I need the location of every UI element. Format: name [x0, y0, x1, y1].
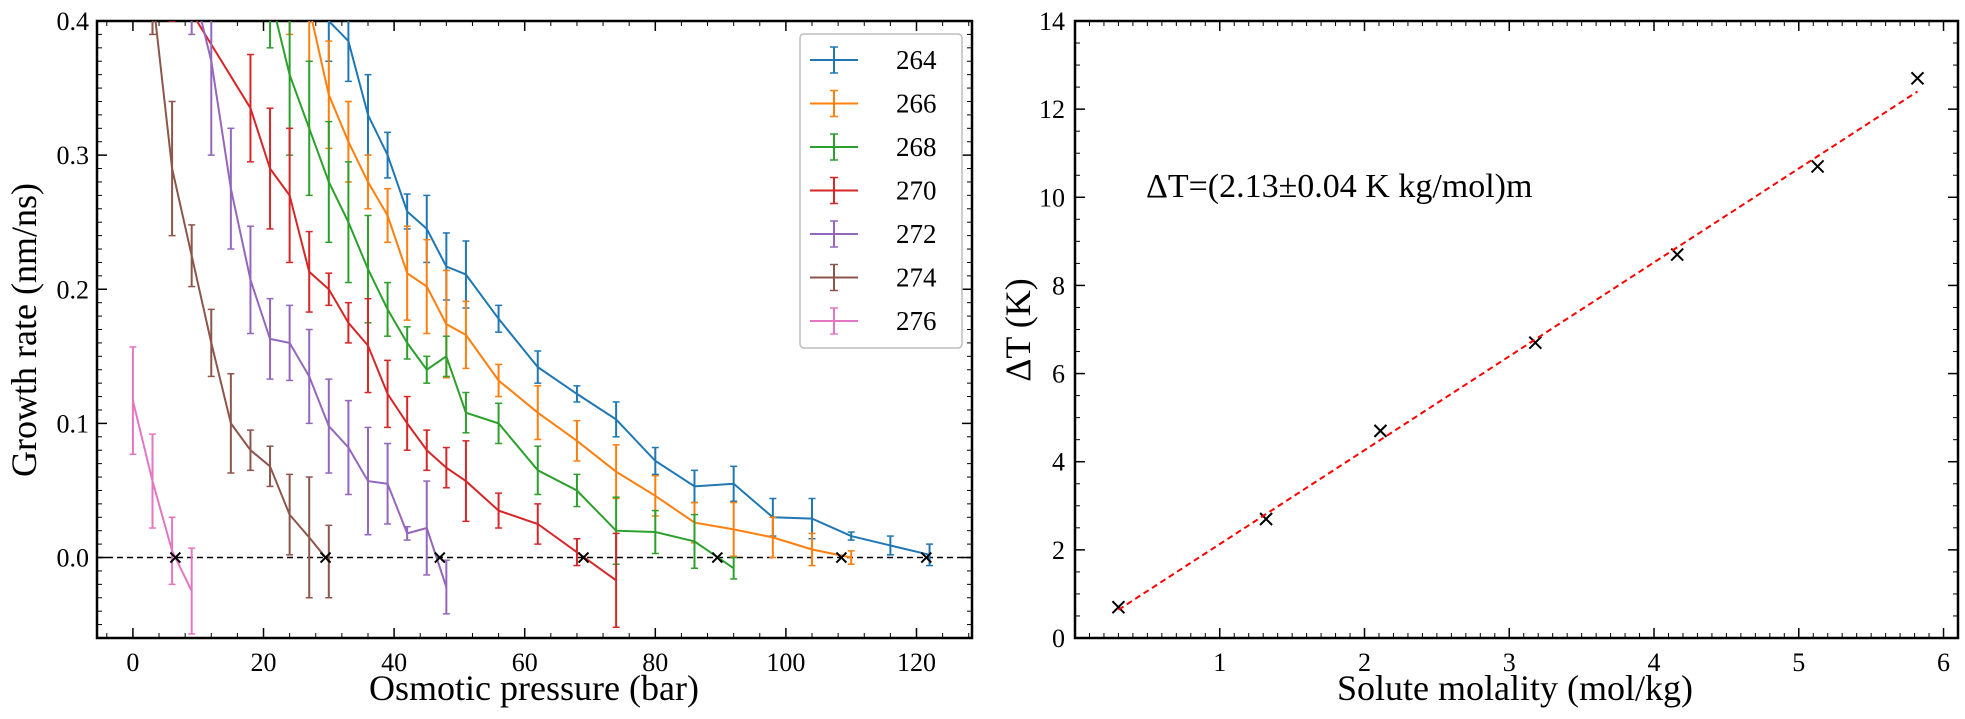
y-tick-label: 6 — [1052, 360, 1065, 389]
marker-stroke — [169, 551, 182, 564]
legend-entry-274: 274 — [810, 263, 937, 293]
series-line-274 — [154, 21, 330, 563]
zero-crossing-marker — [434, 551, 446, 564]
right-x-axis-title: Solute molality (mol/kg) — [1337, 668, 1693, 708]
marker-stroke — [835, 551, 848, 564]
legend-label: 266 — [896, 89, 937, 119]
zero-crossing-marker — [169, 551, 182, 564]
legend-label: 264 — [896, 45, 937, 75]
x-tick-label: 20 — [251, 648, 277, 677]
marker-stroke — [1528, 336, 1543, 350]
y-tick-label: 0.3 — [57, 141, 90, 170]
series-line-268 — [275, 21, 735, 570]
marker-stroke — [1670, 247, 1684, 262]
right-y-tick-labels: 0 2 4 6 8 10 12 14 — [1039, 7, 1065, 653]
legend-label: 272 — [896, 219, 937, 249]
zero-crossing-marker — [577, 551, 590, 564]
right-x-tick-labels: 1 2 3 4 5 6 — [1213, 648, 1950, 677]
right-series-group — [1111, 71, 1925, 614]
legend-label: 270 — [896, 176, 937, 206]
zero-crossing-markers — [169, 551, 932, 564]
legend-box — [799, 33, 963, 349]
marker-stroke — [1259, 512, 1273, 526]
right-y-axis-title: ΔT (K) — [998, 278, 1038, 381]
series-line-272 — [200, 21, 448, 588]
marker-stroke — [711, 551, 724, 564]
marker-stroke — [1111, 600, 1126, 614]
fit-line — [1117, 90, 1919, 611]
zero-crossing-marker — [711, 551, 724, 564]
y-tick-label: 4 — [1052, 448, 1065, 477]
y-tick-label: 12 — [1039, 95, 1065, 124]
x-tick-label: 40 — [381, 648, 407, 677]
x-tick-label: 60 — [512, 648, 538, 677]
data-point — [1259, 512, 1273, 526]
series-line-264 — [328, 21, 930, 556]
y-tick-label: 0 — [1052, 624, 1065, 653]
series-line-266 — [311, 21, 852, 559]
legend-entry-266: 266 — [810, 89, 937, 119]
x-tick-label: 120 — [897, 648, 936, 677]
data-point — [1111, 600, 1126, 614]
marker-stroke — [920, 551, 932, 564]
data-point — [1910, 71, 1925, 85]
legend-entry-276: 276 — [810, 306, 937, 336]
x-tick-label: 6 — [1937, 648, 1950, 677]
left-x-tick-labels: 0 20 40 60 80 100 120 — [126, 648, 936, 677]
fit-equation-annotation: ΔT=(2.13±0.04 K kg/mol)m — [1146, 168, 1532, 205]
y-tick-label: 0.0 — [57, 544, 90, 573]
y-tick-label: 0.2 — [57, 275, 90, 304]
x-tick-label: 4 — [1648, 648, 1661, 677]
legend: 264 266 268 270 272 274 276 — [799, 33, 963, 349]
y-tick-label: 8 — [1052, 271, 1065, 300]
y-tick-label: 0.4 — [57, 7, 90, 36]
data-point — [1810, 159, 1825, 174]
marker-stroke — [434, 551, 446, 564]
x-tick-label: 0 — [126, 648, 139, 677]
growth-rate-chart: 0 20 40 60 80 100 120 0.00.10.20.30.4 26426626… — [4, 7, 974, 708]
left-x-axis-title: Osmotic pressure (bar) — [369, 668, 699, 708]
x-tick-label: 5 — [1792, 648, 1805, 677]
data-point — [1528, 336, 1543, 350]
series-272 — [188, 21, 450, 615]
marker-stroke — [1910, 71, 1925, 85]
x-tick-label: 1 — [1213, 648, 1226, 677]
legend-label: 274 — [896, 263, 937, 293]
legend-label: 268 — [896, 132, 937, 162]
marker-stroke — [319, 551, 332, 564]
left-y-axis-title: Growth rate (nm/ns) — [4, 183, 44, 477]
series-fit — [1117, 90, 1919, 611]
x-tick-label: 2 — [1358, 648, 1371, 677]
marker-stroke — [577, 551, 590, 564]
series-data — [1111, 71, 1925, 614]
series-276 — [129, 346, 196, 635]
y-tick-label: 0.1 — [57, 409, 90, 438]
data-point — [1373, 424, 1388, 438]
left-series-group — [129, 21, 934, 635]
marker-stroke — [1373, 424, 1388, 438]
x-tick-label: 80 — [642, 648, 668, 677]
zero-crossing-marker — [319, 551, 332, 564]
series-line-276 — [131, 400, 193, 592]
y-tick-label: 14 — [1039, 7, 1065, 36]
marker-stroke — [1810, 159, 1825, 174]
x-tick-label: 3 — [1503, 648, 1516, 677]
right-tick-marks — [1075, 20, 1958, 639]
legend-entry-270: 270 — [810, 176, 937, 206]
y-tick-label: 2 — [1052, 536, 1065, 565]
zero-crossing-marker — [920, 551, 932, 564]
legend-entry-272: 272 — [810, 219, 937, 249]
x-tick-label: 100 — [766, 648, 805, 677]
legend-entry-268: 268 — [810, 132, 937, 162]
left-y-tick-labels: 0.0 0.1 0.2 0.3 0.4 — [57, 7, 90, 573]
zero-crossing-marker — [835, 551, 848, 564]
y-tick-label: 10 — [1039, 183, 1065, 212]
series-270 — [168, 21, 620, 629]
legend-entry-264: 264 — [810, 45, 937, 75]
legend-label: 276 — [896, 306, 937, 336]
